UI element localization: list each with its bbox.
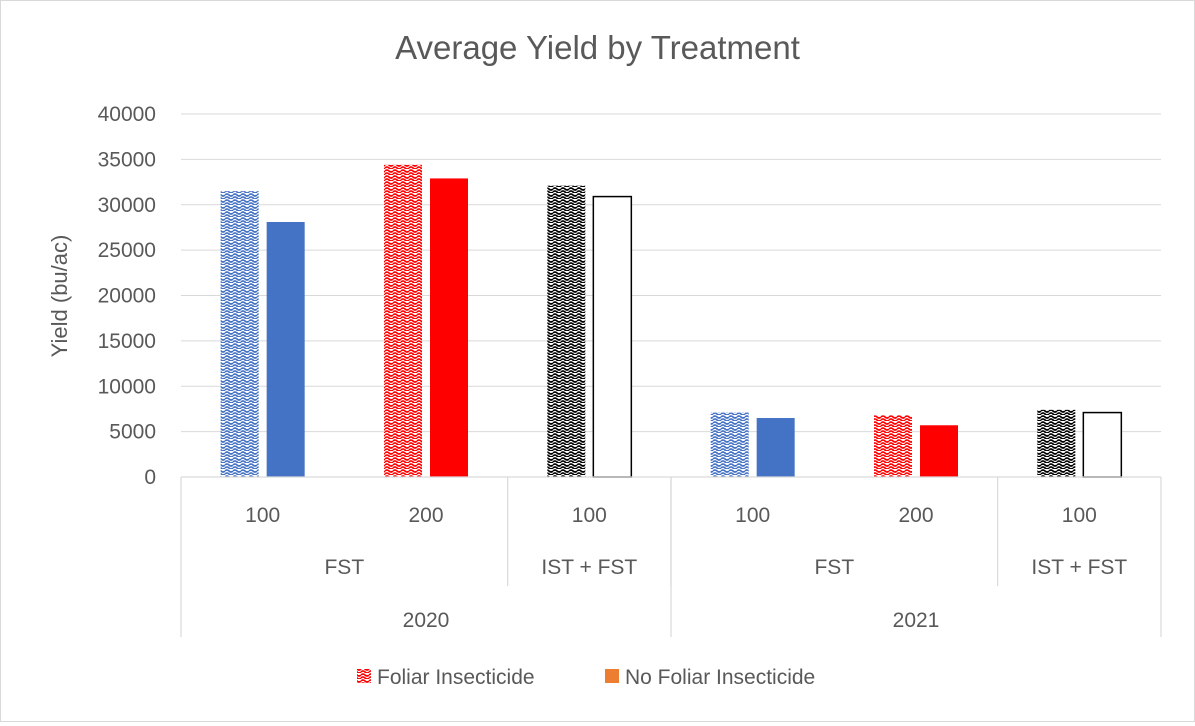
bar-foliar-insecticide <box>1037 409 1076 477</box>
bar-no-foliar-insecticide <box>266 221 305 477</box>
bars <box>220 164 1123 478</box>
x-tick-label-treatment: FST <box>814 556 854 579</box>
x-tick-label-rate: 200 <box>408 504 443 527</box>
legend: Foliar Insecticide No Foliar Insecticide <box>357 666 815 689</box>
bar-foliar-insecticide <box>874 415 912 477</box>
y-tick-label: 20000 <box>98 285 156 308</box>
y-tick-label: 10000 <box>98 375 156 398</box>
y-tick-label: 5000 <box>109 421 156 444</box>
bar-no-foliar-insecticide <box>430 178 468 477</box>
x-tick-label-year: 2020 <box>403 609 450 632</box>
x-tick-label-rate: 100 <box>245 504 280 527</box>
x-tick-label-rate: 100 <box>735 504 770 527</box>
legend-label: Foliar Insecticide <box>377 666 535 689</box>
bar-foliar-insecticide <box>710 412 749 477</box>
bar-no-foliar-insecticide <box>592 195 633 478</box>
x-tick-label-treatment: IST + FST <box>1031 556 1127 579</box>
y-tick-label: 40000 <box>98 103 156 126</box>
x-tick-label-year: 2021 <box>893 609 940 632</box>
x-tick-label-rate: 100 <box>1062 504 1097 527</box>
y-tick-labels: 0 5000 10000 15000 20000 25000 30000 35000 40000 <box>98 103 156 489</box>
y-axis-label: Yield (bu/ac) <box>47 235 72 358</box>
gridlines <box>181 113 1161 433</box>
x-tick-label-rate: 200 <box>898 504 933 527</box>
bar-no-foliar-insecticide <box>920 425 958 477</box>
legend-label: No Foliar Insecticide <box>625 666 815 689</box>
y-tick-label: 30000 <box>98 194 156 217</box>
bar-foliar-insecticide <box>384 164 422 477</box>
legend-item-no-foliar-insecticide: No Foliar Insecticide <box>605 666 815 689</box>
bar-no-foliar-insecticide <box>756 418 795 477</box>
bar-no-foliar-insecticide <box>1082 411 1123 478</box>
legend-swatch <box>357 669 371 683</box>
x-axis: 100 200 100 100 200 100 FST IST + FST FST IST + F… <box>180 476 1162 637</box>
bar-foliar-insecticide <box>547 185 586 477</box>
x-tick-label-treatment: IST + FST <box>541 556 637 579</box>
y-tick-label: 35000 <box>98 148 156 171</box>
chart-title: Average Yield by Treatment <box>395 29 800 66</box>
bar-foliar-insecticide <box>220 191 259 477</box>
legend-swatch <box>605 669 619 683</box>
legend-item-foliar-insecticide: Foliar Insecticide <box>357 666 535 689</box>
y-tick-label: 15000 <box>98 330 156 353</box>
x-tick-label-treatment: FST <box>324 556 364 579</box>
x-tick-label-rate: 100 <box>572 504 607 527</box>
y-tick-label: 25000 <box>98 239 156 262</box>
y-tick-label: 0 <box>144 466 156 489</box>
